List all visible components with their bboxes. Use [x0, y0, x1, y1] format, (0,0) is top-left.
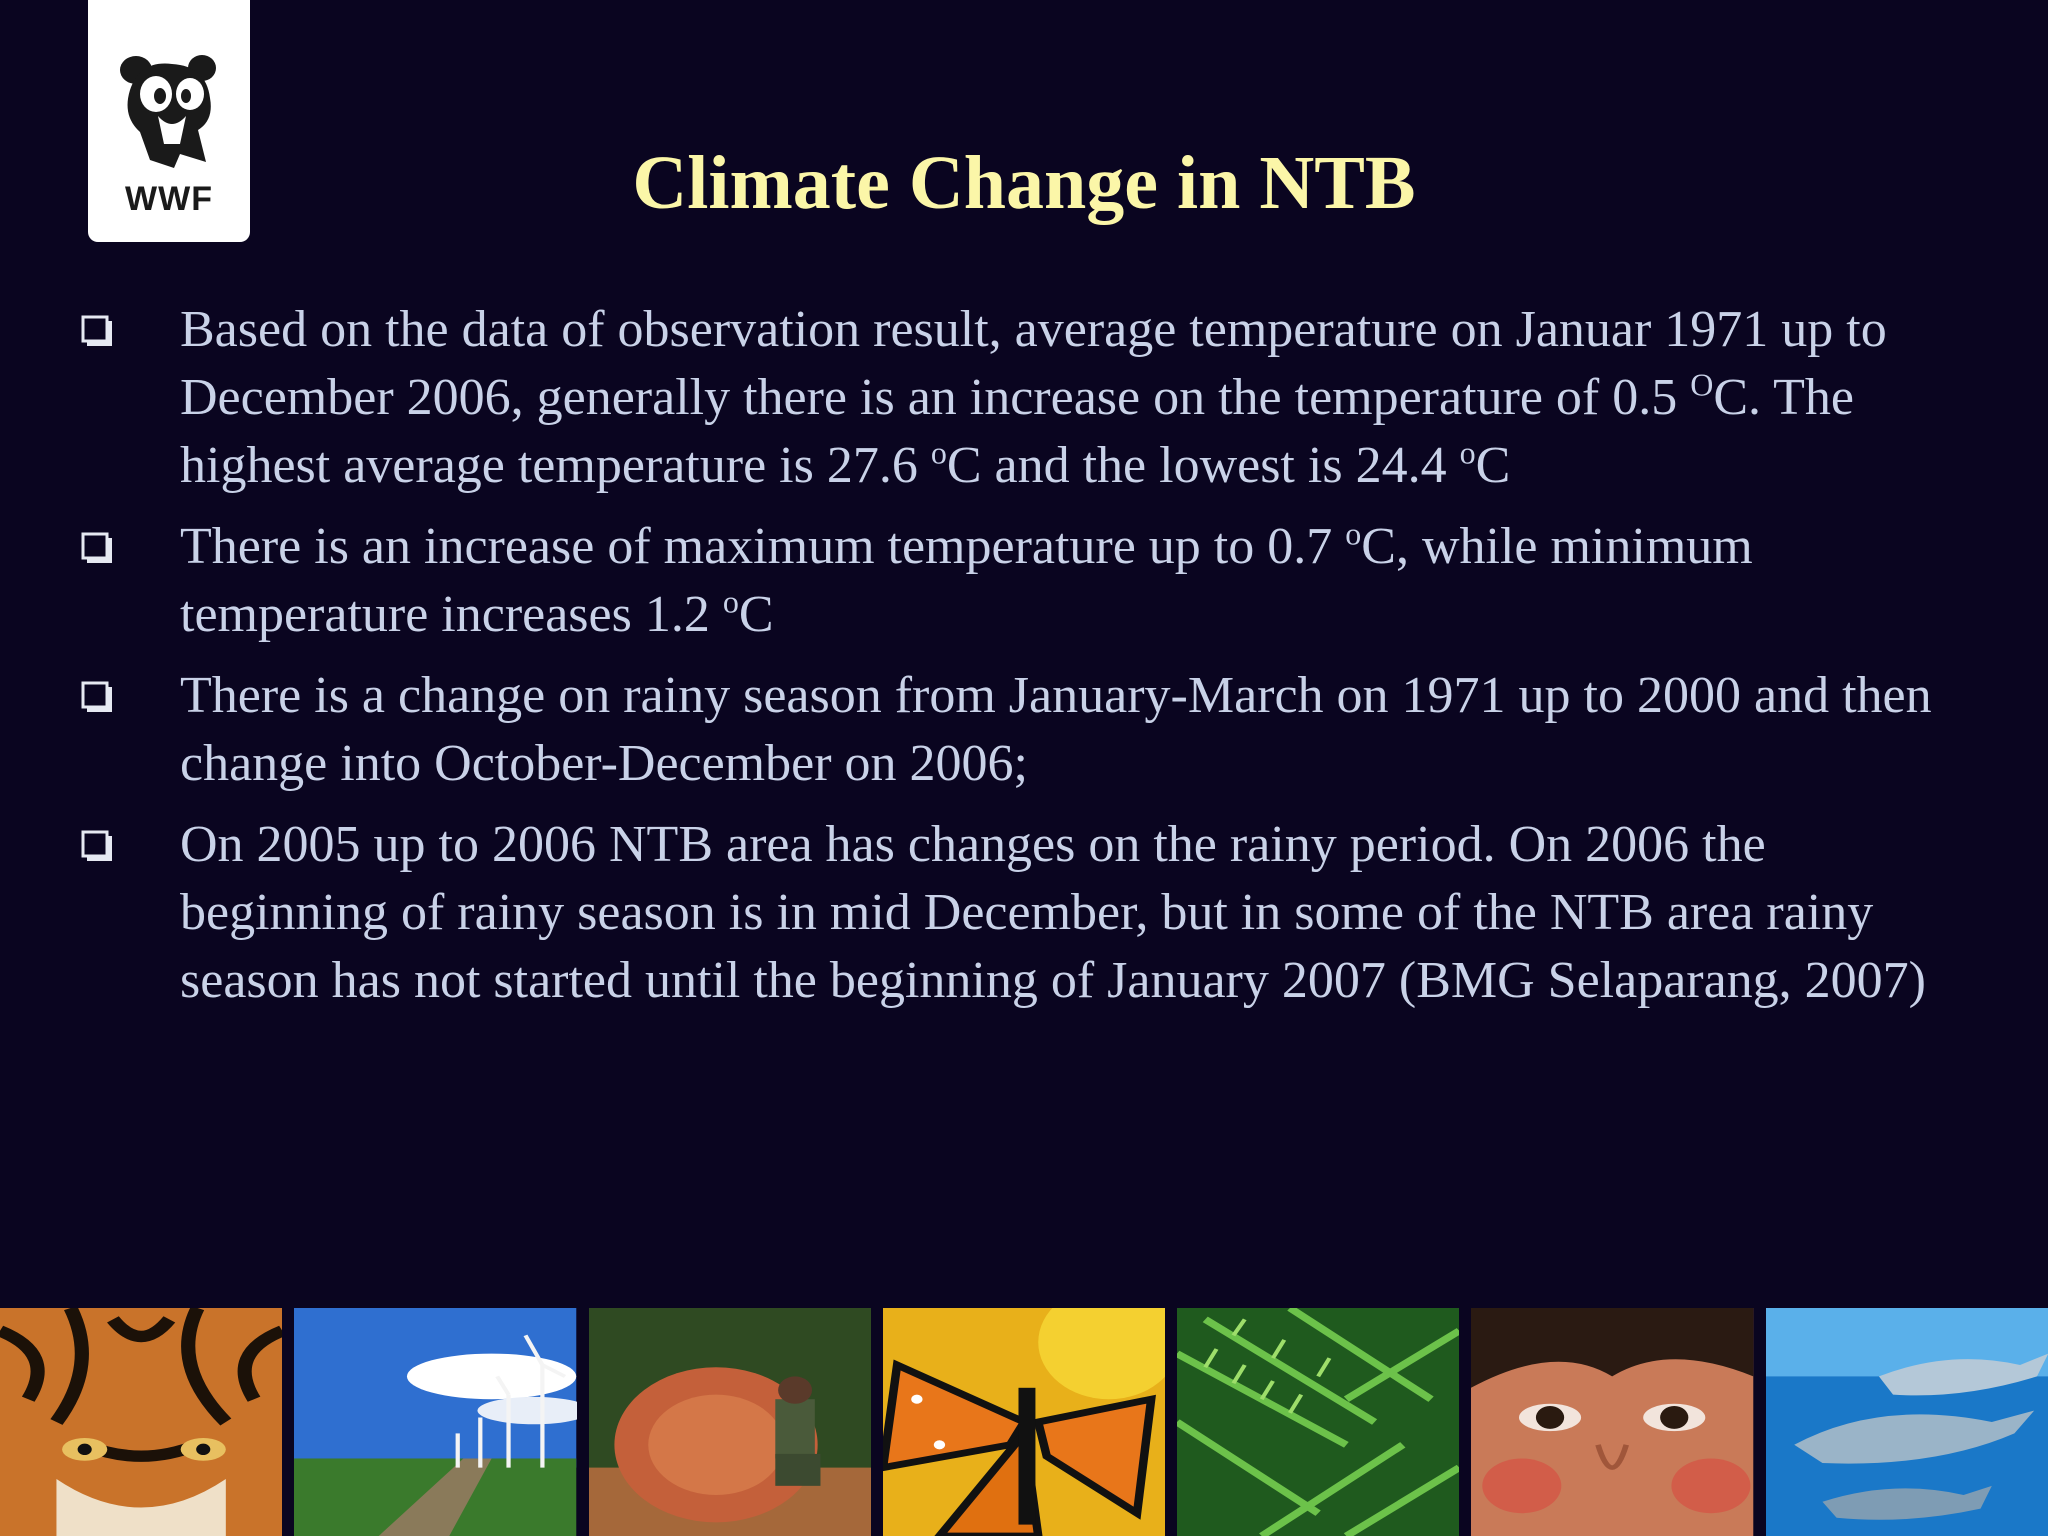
- checkbox-bullet-icon: [81, 830, 112, 861]
- bullet-list: Based on the data of observation result,…: [80, 296, 1980, 1028]
- child-face-photo: [1471, 1308, 1754, 1536]
- bullet-item: There is an increase of maximum temperat…: [80, 513, 1980, 649]
- degree-sup: o: [930, 434, 947, 471]
- bullet-text: There is an increase of maximum temperat…: [180, 518, 1346, 575]
- logo-text: WWF: [125, 180, 213, 218]
- degree-sup: o: [722, 583, 739, 620]
- bullet-text: C, while minimum temperature increases 1…: [180, 518, 1753, 643]
- logging-photo: [588, 1308, 871, 1536]
- bullet-item: Based on the data of observation result,…: [80, 296, 1980, 500]
- bullet-text: On 2005 up to 2006 NTB area has changes …: [180, 816, 1926, 1009]
- bullet-text: C and the lowest is 24.4: [946, 437, 1460, 494]
- wwf-logo: WWF: [88, 0, 250, 242]
- bullet-text: There is a change on rainy season from J…: [180, 667, 1932, 792]
- checkbox-bullet-icon: [81, 681, 112, 712]
- checkbox-bullet-icon: [81, 315, 112, 346]
- photo-strip: [0, 1308, 2048, 1536]
- dolphins-photo: [1765, 1308, 2048, 1536]
- fern-photo: [1177, 1308, 1460, 1536]
- degree-sup: o: [1459, 434, 1476, 471]
- checkbox-bullet-icon: [81, 532, 112, 563]
- wind-turbines-photo: [294, 1308, 577, 1536]
- degree-sup: O: [1690, 366, 1714, 403]
- bullet-text: C. The highest average temperature is 27…: [180, 369, 1854, 494]
- bullet-text: C: [1475, 437, 1511, 494]
- butterfly-photo: [882, 1308, 1166, 1536]
- degree-sup: o: [1345, 515, 1362, 552]
- tiger-photo: [0, 1308, 283, 1536]
- panda-icon: [120, 55, 216, 168]
- bullet-text: C: [738, 586, 774, 643]
- slide-title: Climate Change in NTB: [632, 141, 1416, 225]
- bullet-item: There is a change on rainy season from J…: [80, 662, 1980, 798]
- bullet-text: Based on the data of observation result,…: [180, 301, 1887, 426]
- bullet-item: On 2005 up to 2006 NTB area has changes …: [80, 811, 1980, 1015]
